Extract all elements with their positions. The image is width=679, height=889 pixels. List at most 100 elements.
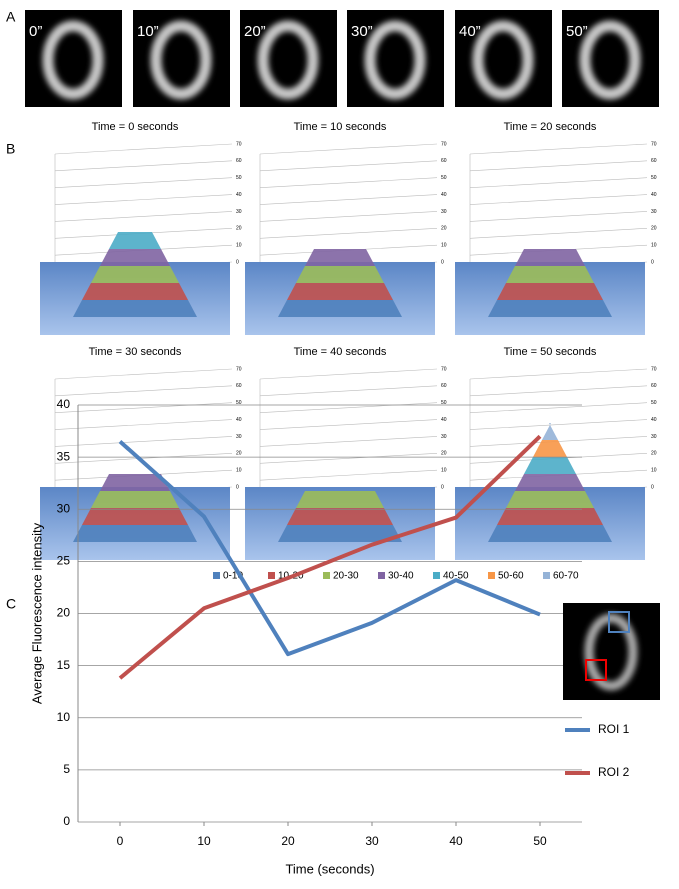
panel-label: B — [6, 141, 15, 157]
legend-swatch — [378, 572, 385, 579]
surface-band — [542, 423, 558, 440]
z-tick-label: 70 — [236, 366, 242, 372]
surface-band — [524, 457, 576, 474]
y-axis-label: Average Fluorescence intensity — [29, 522, 44, 704]
legend-label: 40-50 — [443, 571, 469, 582]
z-grid-line — [259, 160, 438, 172]
y-tick-label: 5 — [63, 762, 70, 776]
z-grid-line — [469, 227, 648, 239]
z-grid-line — [259, 368, 438, 380]
legend-swatch — [268, 572, 275, 579]
z-grid-line — [469, 211, 648, 222]
z-grid-line — [469, 143, 648, 155]
cell-ring — [364, 20, 426, 100]
z-tick-label: 50 — [441, 175, 447, 181]
z-grid-line — [259, 143, 438, 155]
surface-band — [287, 508, 393, 525]
z-grid-line — [259, 419, 438, 430]
z-grid-line — [54, 368, 233, 380]
surface-band — [82, 508, 188, 525]
legend-swatch — [213, 572, 220, 579]
z-tick-label: 10 — [441, 242, 447, 248]
legend-swatch — [433, 572, 440, 579]
legend-label: ROI 1 — [598, 722, 630, 736]
z-tick-label: 0 — [441, 484, 444, 490]
x-tick-label: 30 — [365, 834, 379, 848]
z-grid-line — [259, 211, 438, 222]
legend-swatch — [488, 572, 495, 579]
z-tick-label: 30 — [441, 209, 447, 215]
y-tick-label: 25 — [57, 554, 71, 568]
surface-band — [100, 474, 170, 491]
surface-band — [497, 508, 603, 525]
z-tick-label: 50 — [236, 400, 242, 406]
z-tick-label: 0 — [651, 484, 654, 490]
time-label: 20” — [244, 23, 266, 40]
legend-label: 60-70 — [553, 571, 579, 582]
z-tick-label: 10 — [651, 242, 657, 248]
legend-swatch — [323, 572, 330, 579]
z-tick-label: 40 — [441, 192, 447, 198]
surface-band — [287, 283, 393, 300]
plot-title: Time = 50 seconds — [504, 346, 597, 358]
z-tick-label: 0 — [651, 259, 654, 265]
z-tick-label: 50 — [236, 175, 242, 181]
plot-title: Time = 30 seconds — [89, 346, 182, 358]
legend-label: 50-60 — [498, 571, 524, 582]
y-tick-label: 10 — [57, 710, 71, 724]
legend-label: 30-40 — [388, 571, 414, 582]
surface-band — [497, 283, 603, 300]
z-tick-label: 40 — [651, 192, 657, 198]
z-grid-line — [54, 452, 233, 464]
plot-title: Time = 20 seconds — [504, 121, 597, 133]
y-tick-label: 0 — [63, 814, 70, 828]
surface-band — [506, 266, 594, 283]
panel-label: A — [6, 9, 16, 25]
z-tick-label: 20 — [236, 451, 242, 457]
time-label: 10” — [137, 23, 159, 40]
roi-1-box — [608, 611, 630, 633]
z-grid-line — [54, 402, 233, 414]
z-tick-label: 50 — [651, 175, 657, 181]
z-tick-label: 40 — [236, 192, 242, 198]
x-tick-label: 10 — [197, 834, 211, 848]
x-axis-label: Time (seconds) — [285, 861, 374, 876]
z-grid-line — [259, 194, 438, 205]
z-tick-label: 70 — [651, 141, 657, 147]
plot-title: Time = 10 seconds — [294, 121, 387, 133]
z-tick-label: 30 — [651, 434, 657, 440]
plot-title: Time = 0 seconds — [92, 121, 179, 133]
surface-band — [73, 525, 197, 542]
x-tick-label: 40 — [449, 834, 463, 848]
z-grid-line — [469, 160, 648, 172]
z-tick-label: 10 — [651, 467, 657, 473]
z-tick-label: 60 — [236, 383, 242, 389]
inset-ring — [584, 613, 638, 691]
z-grid-line — [259, 402, 438, 414]
surface-band — [305, 249, 375, 266]
z-tick-label: 40 — [651, 417, 657, 423]
z-tick-label: 60 — [441, 383, 447, 389]
z-grid-line — [54, 385, 233, 397]
z-tick-label: 30 — [651, 209, 657, 215]
legend-label: ROI 2 — [598, 765, 630, 779]
surface-band — [533, 440, 567, 457]
z-grid-line — [54, 143, 233, 155]
z-grid-line — [469, 194, 648, 205]
z-tick-label: 20 — [236, 226, 242, 232]
surface-band — [488, 525, 612, 542]
z-grid-line — [54, 177, 233, 189]
z-tick-label: 20 — [651, 226, 657, 232]
time-label: 40” — [459, 23, 481, 40]
surface-band — [278, 525, 402, 542]
z-tick-label: 50 — [441, 400, 447, 406]
series-line — [118, 439, 541, 657]
z-grid-line — [259, 452, 438, 464]
plot-title: Time = 40 seconds — [294, 346, 387, 358]
legend-swatch — [543, 572, 550, 579]
z-grid-line — [259, 177, 438, 189]
x-tick-label: 50 — [533, 834, 547, 848]
z-tick-label: 10 — [236, 242, 242, 248]
z-tick-label: 20 — [651, 451, 657, 457]
surface-band — [91, 266, 179, 283]
